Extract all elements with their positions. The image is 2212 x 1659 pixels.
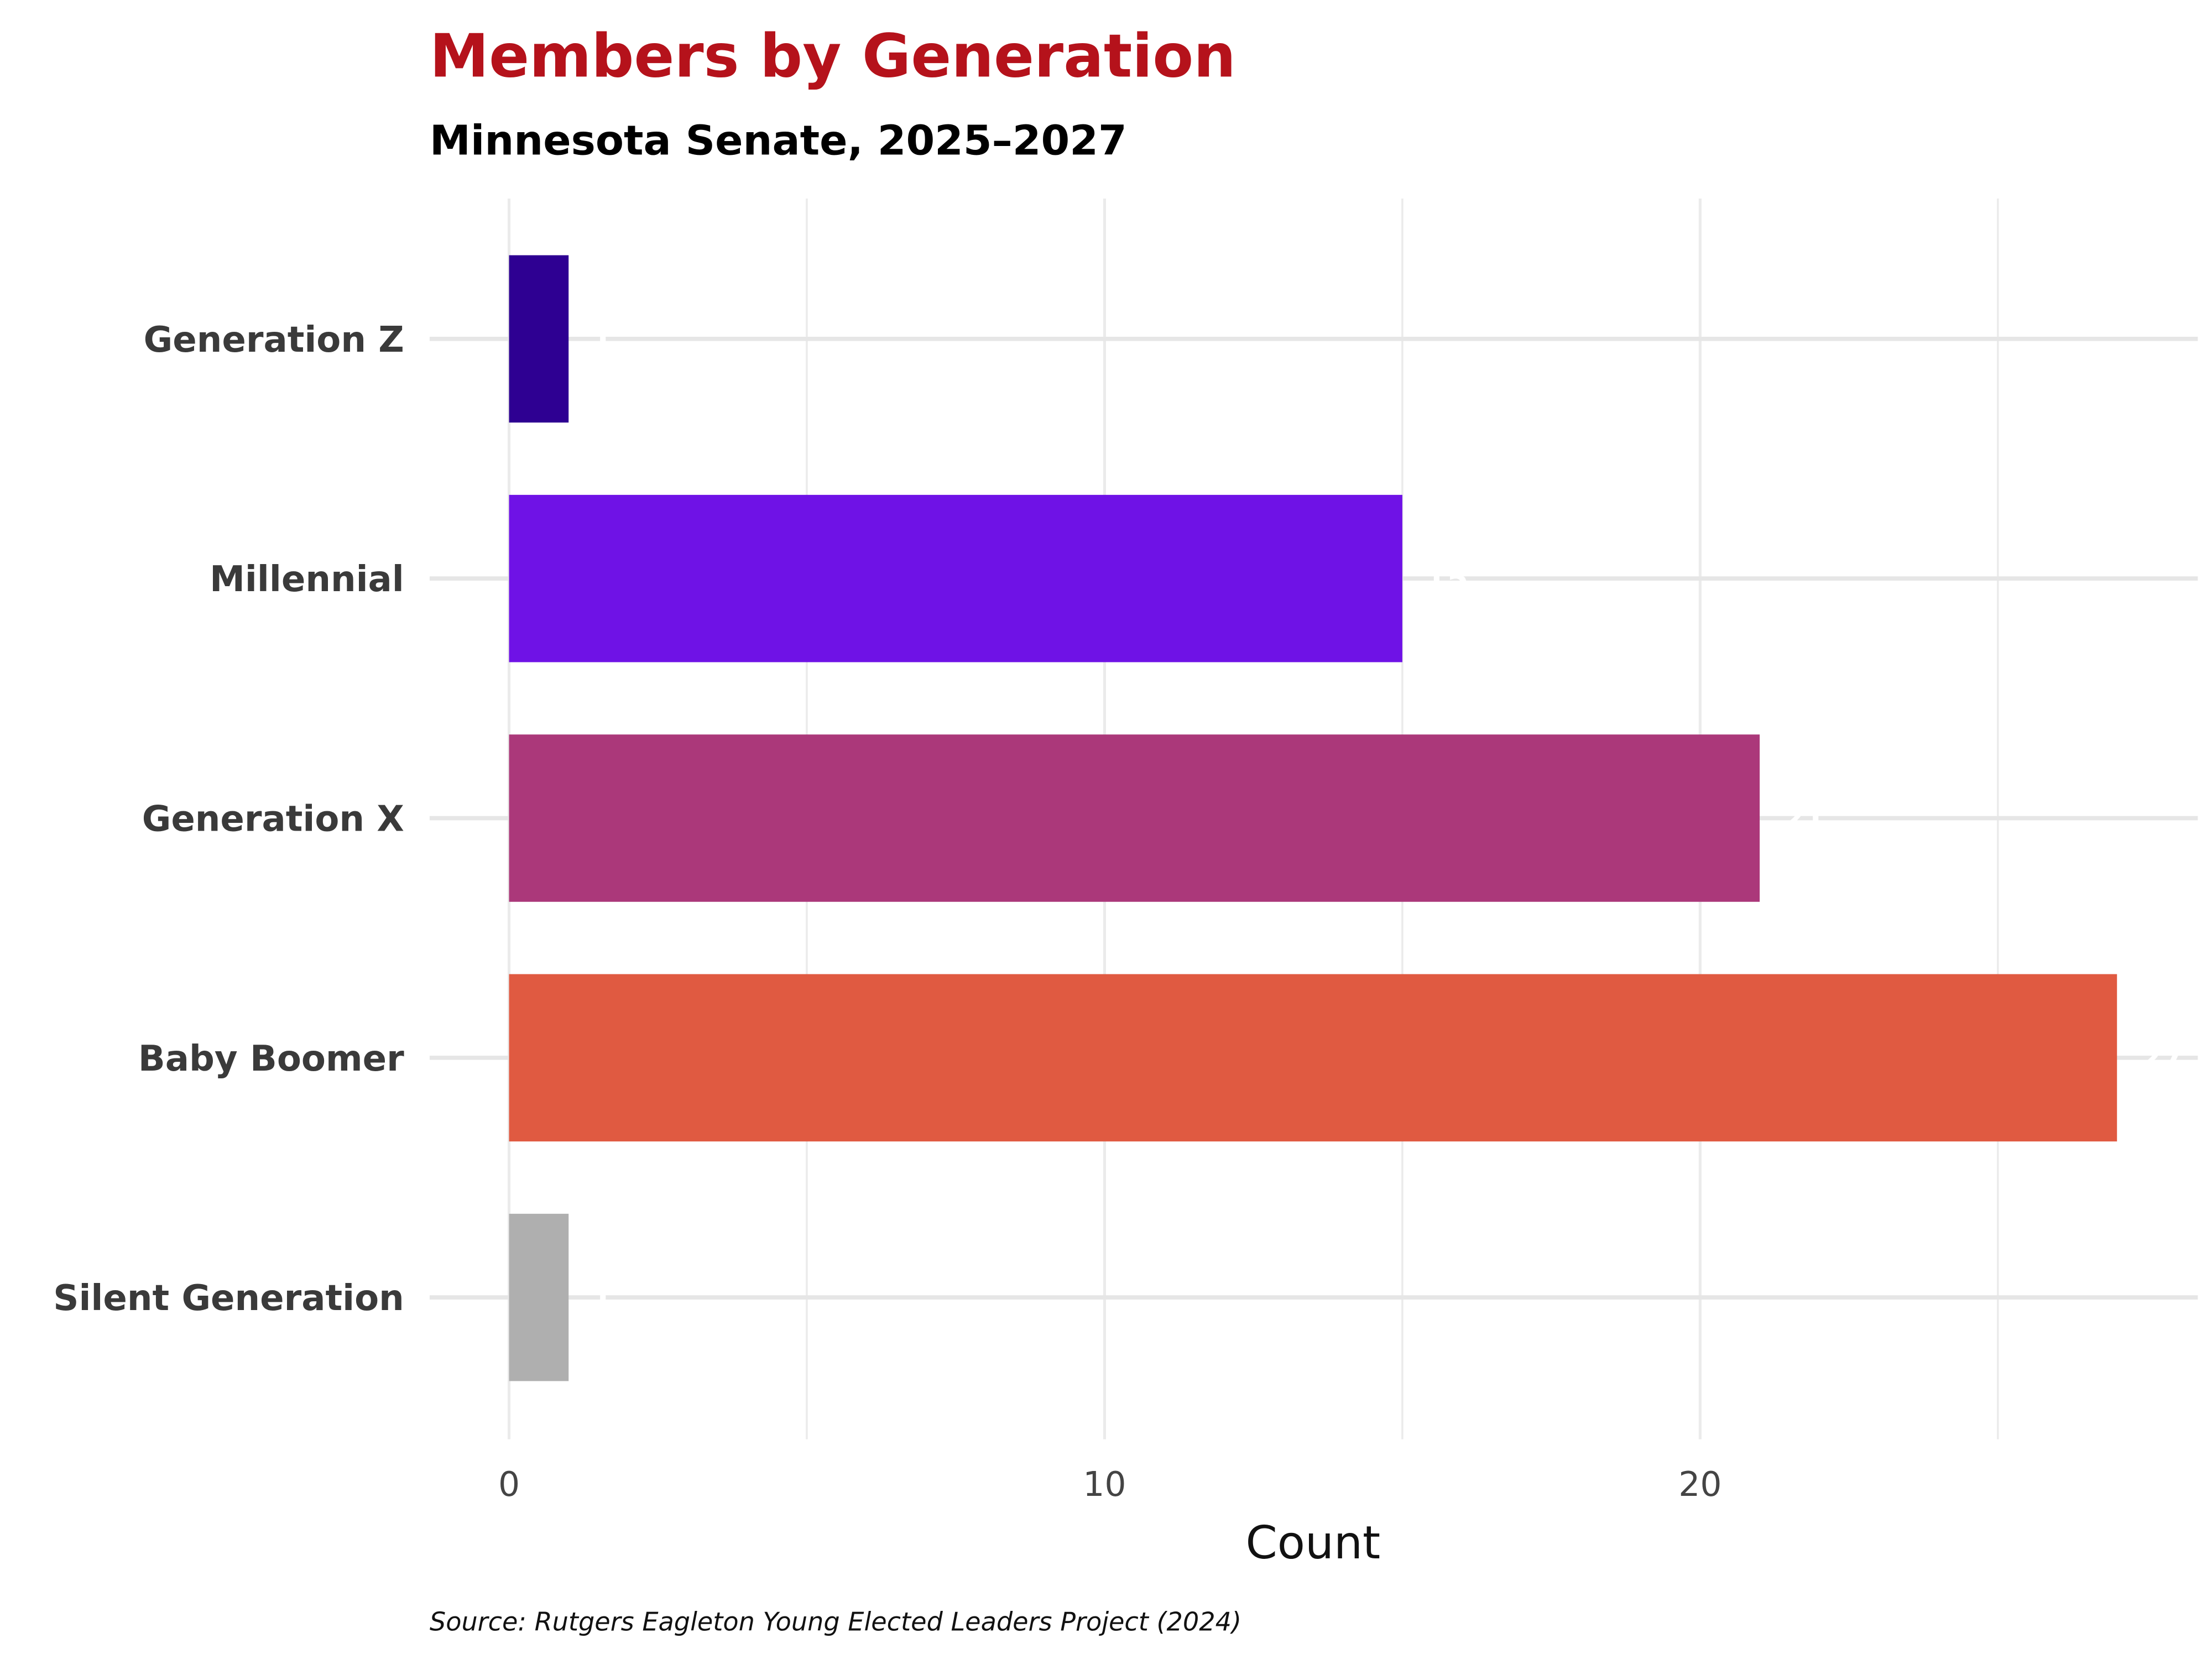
y-tick-label: Generation X <box>142 799 404 840</box>
y-tick-label: Generation Z <box>144 320 404 361</box>
x-tick-label: 0 <box>498 1464 520 1504</box>
bar <box>509 494 1402 662</box>
bar <box>509 1213 569 1381</box>
y-tick-label: Silent Generation <box>53 1278 404 1319</box>
chart-title: Members by Generation <box>430 22 1236 91</box>
x-tick-label: 10 <box>1083 1464 1126 1504</box>
bar <box>509 734 1760 902</box>
bars: 1 15 21 27 1 <box>509 255 2183 1381</box>
x-axis-ticks: 0 10 20 <box>498 1464 1722 1504</box>
bar <box>509 255 569 423</box>
bar <box>509 974 2117 1142</box>
x-tick-label: 20 <box>1678 1464 1721 1504</box>
value-label: 27 <box>2140 1041 2183 1077</box>
y-tick-label: Millennial <box>210 559 404 600</box>
value-label: 15 <box>1425 562 1469 598</box>
chart-caption: Source: Rutgers Eagleton Young Elected L… <box>430 1607 1241 1637</box>
value-label: 21 <box>1782 801 1826 837</box>
value-label: 1 <box>591 322 613 358</box>
x-axis-label: Count <box>1246 1517 1381 1569</box>
chart-subtitle: Minnesota Senate, 2025–2027 <box>430 116 1127 164</box>
value-label: 1 <box>591 1281 613 1317</box>
y-axis-labels: Generation Z Millennial Generation X Baby B… <box>53 320 404 1319</box>
y-tick-label: Baby Boomer <box>138 1039 404 1079</box>
